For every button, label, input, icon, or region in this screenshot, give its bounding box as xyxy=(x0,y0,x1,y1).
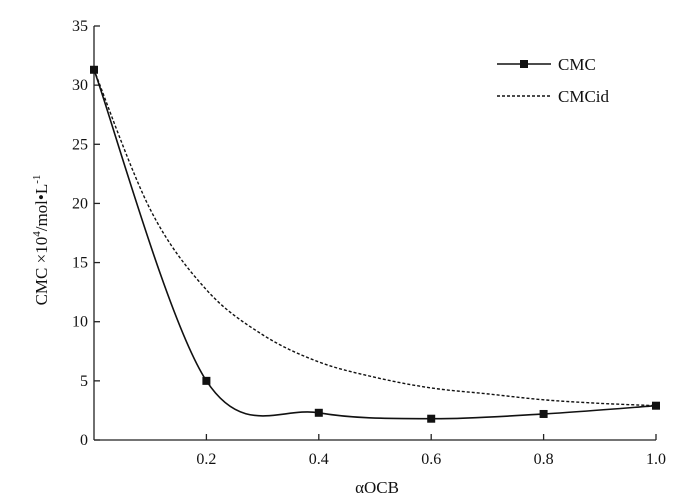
series-line-cmcid xyxy=(93,69,657,407)
x-tick-label: 0.2 xyxy=(196,451,216,468)
y-axis-title-sup1: 4 xyxy=(31,231,43,237)
series-layer xyxy=(90,65,660,423)
data-point-cmc xyxy=(652,401,660,410)
y-tick-label: 20 xyxy=(72,195,88,212)
data-point-cmc xyxy=(539,409,548,418)
x-axis-title: αOCB xyxy=(355,478,399,497)
legend: CMC CMCid xyxy=(497,55,610,106)
ticks: 0 5 10 15 20 25 30 35 0.2 0.4 0.6 0.8 1.0 xyxy=(72,18,666,468)
y-tick-label: 0 xyxy=(80,432,88,449)
data-point-cmc xyxy=(314,408,323,417)
data-point-cmc xyxy=(427,414,436,423)
legend-marker-cmc xyxy=(520,60,528,68)
y-tick-label: 35 xyxy=(72,18,88,35)
series-line-cmc xyxy=(93,69,657,420)
legend-item-cmc: CMC xyxy=(497,55,596,74)
axes xyxy=(93,26,656,441)
y-axis-title: CMC ×104/mol•L-1 xyxy=(31,175,51,306)
y-tick-label: 15 xyxy=(72,255,88,272)
y-tick-label: 30 xyxy=(72,77,88,94)
x-tick-label: 0.4 xyxy=(309,451,329,468)
x-tick-label: 0.8 xyxy=(534,451,554,468)
x-tick-label: 1.0 xyxy=(646,451,666,468)
x-tick-label: 0.6 xyxy=(421,451,441,468)
y-axis-title-sup2: -1 xyxy=(31,175,43,184)
y-axis-title-mid: /mol•L xyxy=(32,184,51,232)
y-tick-label: 5 xyxy=(80,373,88,390)
y-tick-label: 10 xyxy=(72,314,88,331)
legend-item-cmcid: CMCid xyxy=(497,87,610,106)
legend-label-cmc: CMC xyxy=(558,55,596,74)
data-point-cmc xyxy=(202,376,211,385)
legend-label-cmcid: CMCid xyxy=(558,87,610,106)
y-tick-label: 25 xyxy=(72,136,88,153)
y-axis-title-main: CMC ×10 xyxy=(32,237,51,306)
